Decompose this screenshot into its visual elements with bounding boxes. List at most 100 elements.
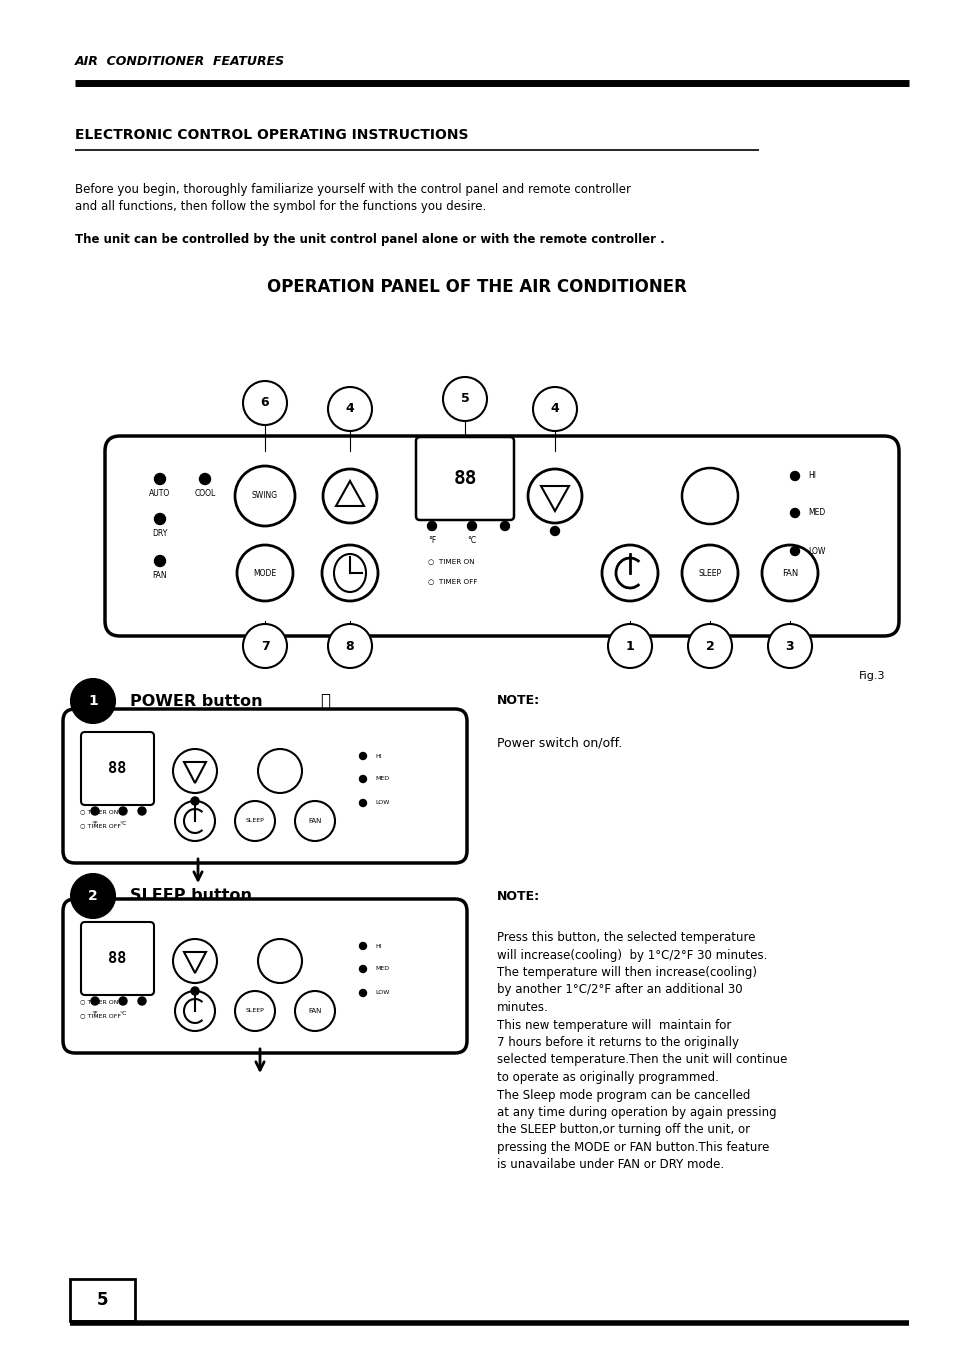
Text: 7: 7 (260, 639, 269, 653)
Text: The unit can be controlled by the unit control panel alone or with the remote co: The unit can be controlled by the unit c… (75, 232, 664, 246)
Circle shape (174, 992, 214, 1031)
Circle shape (790, 508, 799, 517)
Text: Press this button, the selected temperature
will increase(cooling)  by 1°C/2°F 3: Press this button, the selected temperat… (497, 931, 786, 1171)
FancyBboxPatch shape (81, 921, 153, 994)
Circle shape (91, 807, 99, 815)
Circle shape (359, 966, 366, 973)
Circle shape (500, 521, 509, 531)
Circle shape (199, 473, 211, 485)
Text: 5: 5 (96, 1292, 108, 1309)
Bar (70, 1279, 135, 1321)
Text: Before you begin, thoroughly familiarize yourself with the control panel and rem: Before you begin, thoroughly familiarize… (75, 182, 630, 213)
Text: Power switch on/off.: Power switch on/off. (497, 736, 621, 748)
Circle shape (234, 992, 274, 1031)
Text: HI: HI (375, 754, 381, 758)
Polygon shape (540, 486, 568, 511)
Circle shape (191, 797, 199, 805)
Text: 6: 6 (260, 396, 269, 409)
Circle shape (767, 624, 811, 667)
Text: COOL: COOL (194, 489, 215, 499)
Text: NOTE:: NOTE: (497, 694, 539, 708)
Text: 1: 1 (88, 694, 98, 708)
Text: MED: MED (807, 508, 824, 517)
Text: LOW: LOW (375, 801, 389, 805)
Circle shape (359, 753, 366, 759)
Circle shape (601, 544, 658, 601)
Circle shape (681, 467, 738, 524)
Text: MODE: MODE (253, 569, 276, 577)
Text: NOTE:: NOTE: (497, 889, 539, 902)
Text: 4: 4 (550, 403, 558, 416)
Text: °C: °C (119, 1011, 127, 1016)
Circle shape (243, 624, 287, 667)
Circle shape (527, 469, 581, 523)
Text: LOW: LOW (375, 990, 389, 996)
Text: 88: 88 (109, 761, 127, 775)
Text: ○  TIMER ON: ○ TIMER ON (428, 558, 475, 563)
Text: POWER button: POWER button (130, 693, 262, 708)
Circle shape (790, 547, 799, 555)
Circle shape (294, 992, 335, 1031)
Text: 88: 88 (453, 469, 476, 488)
Text: 8: 8 (345, 639, 354, 653)
Circle shape (761, 544, 817, 601)
Circle shape (257, 748, 302, 793)
Circle shape (119, 997, 127, 1005)
Circle shape (119, 807, 127, 815)
Text: 88: 88 (109, 951, 127, 966)
Text: DRY: DRY (152, 530, 168, 538)
Text: FAN: FAN (308, 1008, 321, 1015)
Circle shape (154, 473, 165, 485)
Text: HI: HI (807, 471, 815, 481)
Text: 4: 4 (345, 403, 354, 416)
Text: SLEEP: SLEEP (245, 1008, 264, 1013)
Circle shape (154, 555, 165, 566)
Circle shape (533, 386, 577, 431)
Text: °F: °F (91, 1011, 98, 1016)
Text: 3: 3 (785, 639, 794, 653)
Text: MED: MED (375, 777, 389, 781)
Text: SWING: SWING (252, 492, 277, 500)
Circle shape (790, 471, 799, 481)
Circle shape (91, 997, 99, 1005)
Circle shape (427, 521, 436, 531)
Text: ⏻: ⏻ (319, 692, 330, 711)
Circle shape (191, 988, 199, 994)
Circle shape (359, 800, 366, 807)
Text: °C: °C (467, 536, 476, 544)
Text: AUTO: AUTO (150, 489, 171, 499)
Circle shape (71, 874, 115, 917)
Text: °F: °F (428, 536, 436, 544)
Circle shape (243, 381, 287, 426)
Text: SLEEP: SLEEP (698, 569, 720, 577)
Circle shape (138, 997, 146, 1005)
Circle shape (236, 544, 293, 601)
Text: 1: 1 (625, 639, 634, 653)
Circle shape (234, 466, 294, 526)
Circle shape (172, 748, 216, 793)
Circle shape (681, 544, 738, 601)
FancyBboxPatch shape (105, 436, 898, 636)
Text: FAN: FAN (308, 817, 321, 824)
Text: °C: °C (119, 821, 127, 825)
Circle shape (174, 801, 214, 842)
Circle shape (328, 624, 372, 667)
Circle shape (154, 513, 165, 524)
Text: ○  TIMER OFF: ○ TIMER OFF (428, 578, 476, 584)
FancyBboxPatch shape (416, 436, 514, 520)
Polygon shape (335, 481, 364, 507)
Circle shape (359, 943, 366, 950)
Text: ○ TIMER ON: ○ TIMER ON (80, 809, 118, 815)
Text: MED: MED (375, 966, 389, 971)
Circle shape (607, 624, 651, 667)
Text: FAN: FAN (781, 569, 798, 577)
Circle shape (467, 521, 476, 531)
Circle shape (257, 939, 302, 984)
Text: °F: °F (91, 821, 98, 825)
Text: 2: 2 (88, 889, 98, 902)
Polygon shape (184, 762, 206, 784)
Text: FAN: FAN (152, 571, 167, 580)
Text: Fig.3: Fig.3 (858, 671, 884, 681)
Text: HI: HI (375, 943, 381, 948)
Text: LOW: LOW (807, 547, 824, 555)
